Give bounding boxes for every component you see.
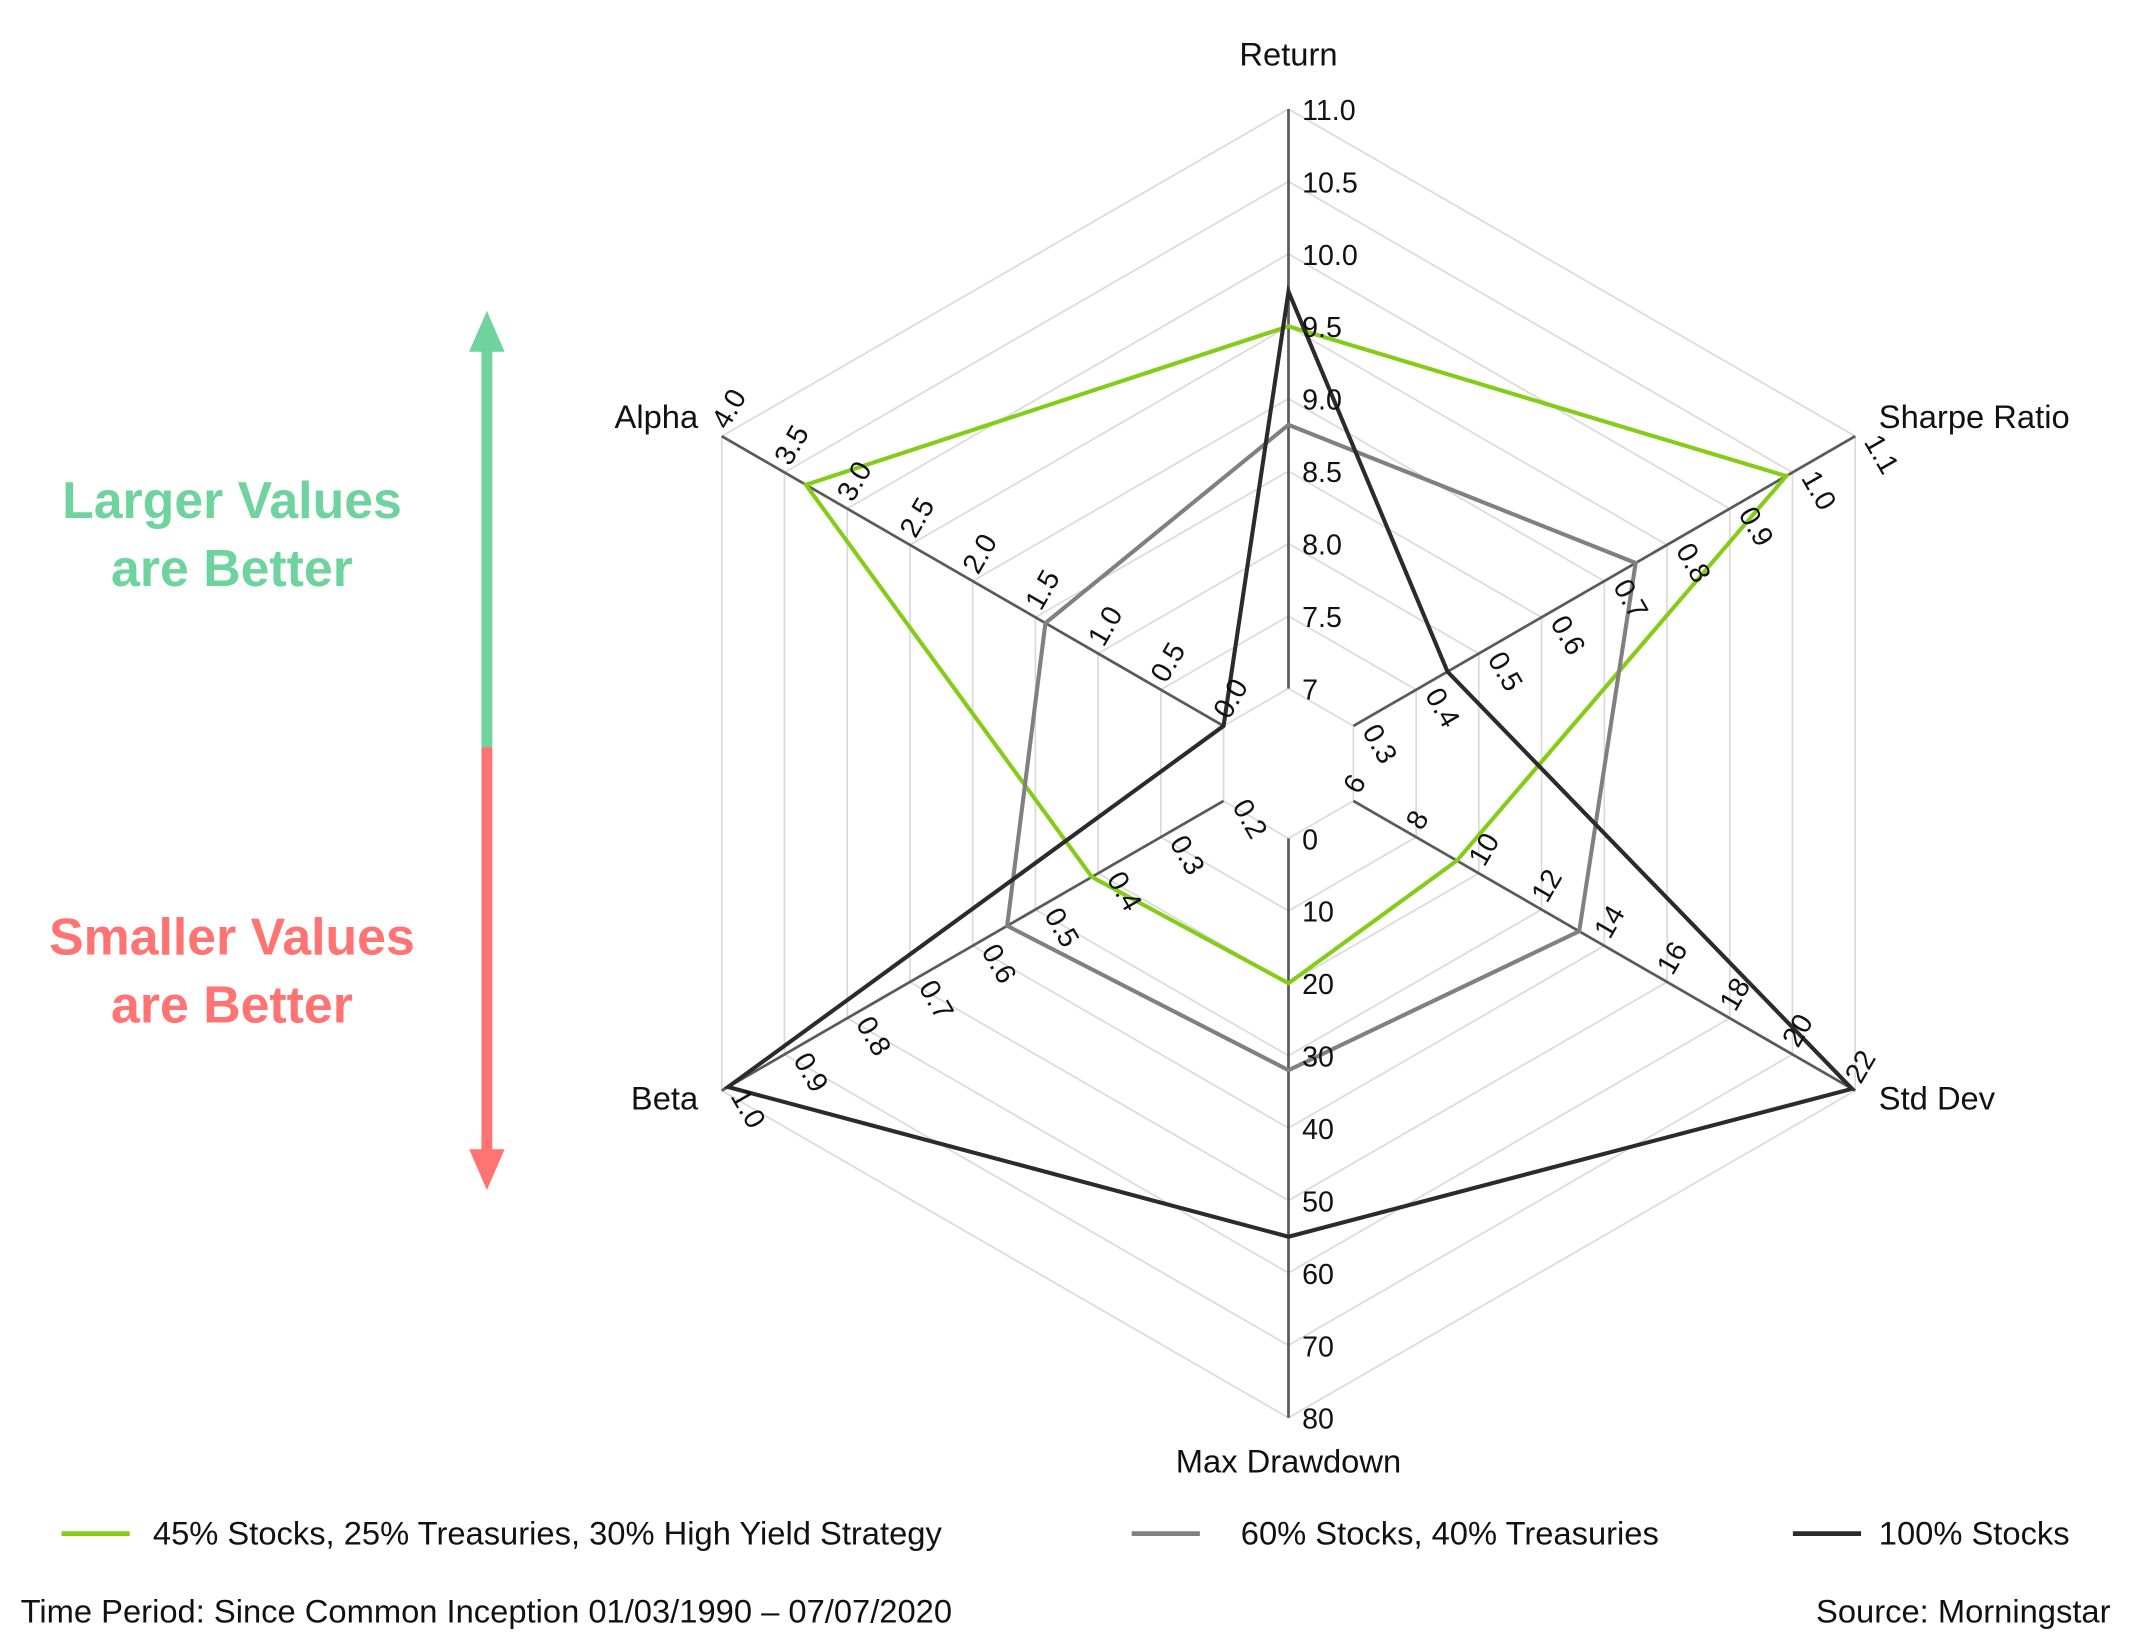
tick-label: 10 xyxy=(1302,897,1334,929)
tick-label: 0.4 xyxy=(1100,866,1148,917)
tick-label: 9.5 xyxy=(1302,312,1342,344)
tick-label: 0.2 xyxy=(1226,794,1274,844)
tick-label: 1.0 xyxy=(724,1084,772,1134)
tick-label: 0 xyxy=(1302,824,1318,856)
axis-line xyxy=(1352,435,1856,728)
source-note: Source: Morningstar xyxy=(1816,1592,2111,1629)
tick-label: 14 xyxy=(1588,900,1632,944)
tick-label: 0.4 xyxy=(1418,683,1466,734)
tick-label: 7 xyxy=(1302,674,1318,706)
tick-label: 4.0 xyxy=(706,384,754,434)
tick-label: 0.5 xyxy=(1145,637,1193,687)
legend: 45% Stocks, 25% Treasuries, 30% High Yie… xyxy=(61,1515,2070,1552)
tick-label: 12 xyxy=(1525,864,1569,908)
tick-label: 10.5 xyxy=(1302,167,1358,199)
series-line-1 xyxy=(802,324,1790,986)
legend-label: 45% Stocks, 25% Treasuries, 30% High Yie… xyxy=(153,1515,943,1552)
tick-label: 0.3 xyxy=(1356,719,1404,769)
tick-label: 0.9 xyxy=(787,1047,835,1097)
tick-label: 30 xyxy=(1302,1042,1334,1074)
tick-label: 1.0 xyxy=(1795,465,1843,515)
legend-label: 100% Stocks xyxy=(1879,1515,2070,1552)
tick-label: 16 xyxy=(1651,936,1695,980)
axis-line xyxy=(721,799,1225,1092)
arrow-down-head xyxy=(469,1149,505,1191)
series-lines xyxy=(723,284,1856,1239)
tick-label: 10 xyxy=(1463,828,1507,872)
tick-label: 10.0 xyxy=(1302,240,1358,272)
time-period-note: Time Period: Since Common Inception 01/0… xyxy=(21,1592,952,1629)
tick-label: 0.8 xyxy=(849,1011,897,1061)
tick-label: 80 xyxy=(1302,1404,1334,1436)
series-line-3 xyxy=(723,284,1856,1239)
tick-label: 0.7 xyxy=(912,975,960,1025)
tick-label: 0.5 xyxy=(1481,646,1529,696)
series-line-2 xyxy=(1004,422,1638,1073)
tick-label: 9.0 xyxy=(1302,385,1342,417)
better-indicator: Larger Values are Better Smaller Values ar… xyxy=(49,310,505,1191)
tick-label: 11.0 xyxy=(1302,95,1356,127)
arrow-up-head xyxy=(469,310,505,352)
tick-label: 40 xyxy=(1302,1114,1334,1146)
tick-label: 0.9 xyxy=(1732,502,1780,552)
tick-label: 8.5 xyxy=(1302,457,1342,489)
axis-title-return: Return xyxy=(1239,35,1337,72)
tick-label: 0.6 xyxy=(1544,610,1592,660)
axis-line xyxy=(1352,799,1856,1092)
tick-label: 0.7 xyxy=(1606,574,1654,624)
axis-title-alpha: Alpha xyxy=(615,398,699,435)
tick-label: 50 xyxy=(1302,1186,1334,1218)
legend-label: 60% Stocks, 40% Treasuries xyxy=(1241,1515,1659,1552)
tick-label: 0.6 xyxy=(975,939,1023,989)
tick-label: 60 xyxy=(1302,1259,1334,1291)
axis-title-beta: Beta xyxy=(631,1080,699,1117)
tick-label: 7.5 xyxy=(1302,602,1342,634)
axis-titles: Return Sharpe Ratio Std Dev Max Drawdown Bet… xyxy=(615,35,2070,1479)
axis-title-max-drawdown: Max Drawdown xyxy=(1176,1442,1401,1479)
tick-label: 18 xyxy=(1714,973,1758,1017)
axis-title-sharpe-ratio: Sharpe Ratio xyxy=(1879,398,2070,435)
tick-label: 6 xyxy=(1337,769,1373,799)
tick-label: 2.0 xyxy=(956,529,1004,579)
tick-label: 0.3 xyxy=(1163,830,1211,880)
tick-label: 1.0 xyxy=(1082,601,1130,651)
tick-label: 2.5 xyxy=(894,492,942,542)
tick-label: 3.5 xyxy=(768,420,816,470)
tick-label: 8.0 xyxy=(1302,530,1342,562)
tick-label: 1.5 xyxy=(1019,565,1067,615)
larger-better-label: Larger Values are Better xyxy=(62,471,402,597)
tick-labels: 7 7.5 8.0 8.5 9.0 9.5 10.0 10.5 11.0 0.3 0.4 0.5 0.6… xyxy=(706,95,1905,1436)
tick-label: 1.1 xyxy=(1857,429,1905,479)
tick-label: 0.0 xyxy=(1207,674,1255,724)
axis-title-std-dev: Std Dev xyxy=(1879,1080,1996,1117)
smaller-better-label: Smaller Values are Better xyxy=(49,907,415,1033)
tick-label: 70 xyxy=(1302,1331,1334,1363)
tick-label: 0.8 xyxy=(1669,538,1717,588)
tick-label: 20 xyxy=(1302,969,1334,1001)
